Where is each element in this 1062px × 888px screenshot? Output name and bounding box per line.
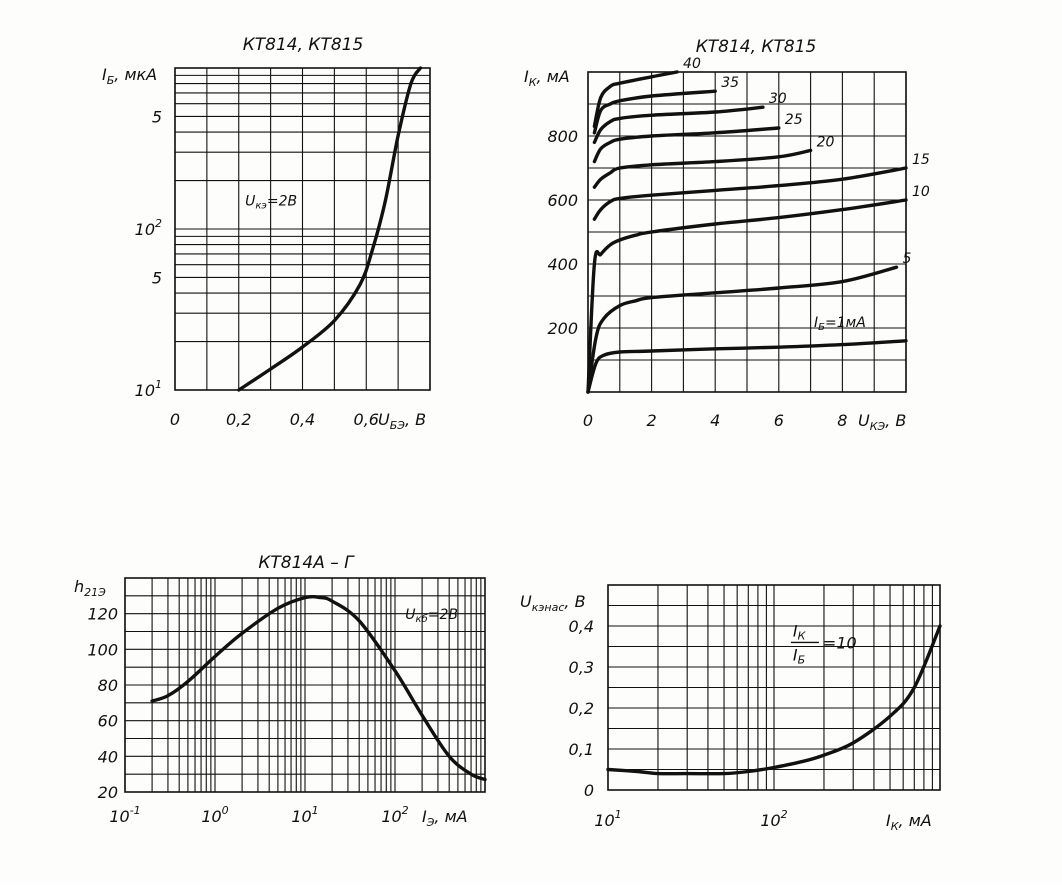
series-line: [237, 66, 423, 392]
y-tick-label: 40: [98, 747, 118, 766]
x-tick-label: 0,2: [226, 410, 251, 429]
y-tick-label: 0,4: [569, 617, 594, 636]
y-tick-label: 101: [135, 378, 162, 400]
series-label: 30: [769, 91, 787, 107]
grid: [174, 68, 431, 391]
series-label: 10: [912, 184, 930, 200]
series-label: 15: [912, 152, 930, 168]
x-tick-label: 101: [291, 804, 318, 826]
series-label: 5: [902, 251, 911, 267]
x-axis-label: UБЭ, В: [378, 410, 426, 432]
y-axis-label: h21Э: [74, 577, 106, 599]
x-tick-label: 2: [647, 411, 657, 430]
x-tick-label: 102: [381, 804, 408, 826]
chart-title: КТ814, КТ815: [243, 35, 364, 55]
y-tick-label: 5: [152, 268, 162, 287]
y-tick-label: 120: [87, 605, 118, 624]
series-label: IБ=1мА: [814, 315, 866, 333]
plot-frame: [607, 584, 941, 791]
y-tick-label: 0,1: [569, 740, 594, 759]
x-axis-label: IК, мА: [886, 811, 932, 833]
ratio-annotation: IК IБ =10: [790, 621, 857, 666]
y-tick-label: 5: [152, 107, 162, 126]
y-tick-label: 100: [87, 640, 118, 659]
chart-title: КТ814, КТ815: [696, 37, 817, 57]
y-tick-label: 0: [584, 781, 594, 800]
y-axis-label: IБ, мкА: [102, 65, 157, 87]
y-tick-label: 20: [98, 783, 118, 802]
y-axis-label: Uкэнас, В: [520, 592, 586, 614]
y-tick-label: 200: [547, 319, 578, 338]
series-label: 25: [785, 112, 803, 128]
x-tick-label: 0,6: [354, 410, 379, 429]
series-line: [150, 594, 487, 782]
x-tick-label: 0: [583, 411, 593, 430]
x-tick-label: 6: [774, 411, 784, 430]
ratio-denominator: IБ: [793, 645, 805, 666]
chart-h21e_vs_ie: КТ814А – Г h21Э 10-1 100 101 102 IЭ, мА 20 40 60 8…: [74, 553, 487, 829]
chart-ic_vs_uce: КТ814, КТ815 IК, мА 0 2 4 6 8 UКЭ, В 200 400 600 80…: [524, 37, 930, 433]
y-tick-label: 600: [547, 191, 578, 210]
y-tick-label: 800: [547, 127, 578, 146]
series-line-25: [592, 126, 781, 164]
x-tick-label: 4: [710, 411, 720, 430]
ratio-value: =10: [823, 633, 857, 652]
y-axis-label: IК, мА: [524, 67, 570, 89]
series-line-5: [586, 265, 899, 394]
series-line-20: [592, 148, 813, 189]
x-tick-label: 0: [170, 410, 180, 429]
x-tick-label: 100: [201, 804, 228, 826]
condition-annotation: Uкэ=2В: [245, 193, 297, 211]
y-tick-label: 0,2: [569, 699, 594, 718]
y-tick-label: 60: [98, 712, 118, 731]
series-line-10: [586, 198, 908, 394]
series-line-40: [592, 70, 679, 129]
grid: [607, 584, 940, 791]
x-tick-label: 102: [760, 808, 787, 830]
x-tick-label: 0,4: [290, 410, 315, 429]
series-label: 35: [721, 75, 739, 91]
series-line-IБ1мА: [586, 339, 908, 394]
series-line-35: [592, 89, 717, 135]
y-tick-label: 400: [547, 255, 578, 274]
chart-ib_vs_ube: КТ814, КТ815 IБ, мкА 0 0,2 0,4 0,6 UБЭ, В 101 5 1…: [102, 35, 431, 432]
x-axis-label: IЭ, мА: [422, 807, 468, 829]
chart-title: КТ814А – Г: [258, 553, 355, 573]
x-tick-label: 101: [594, 808, 621, 830]
series-line: [606, 624, 942, 776]
chart-ucesat_vs_ic: Uкэнас, В 101 102 IК, мА 0 0,1 0,2 0,3 0,4 IК IБ =1…: [520, 584, 942, 833]
condition-annotation: Uкб=2В: [405, 607, 458, 625]
ratio-numerator: IК: [793, 621, 807, 642]
series-line-30: [592, 105, 765, 145]
x-axis-label: UКЭ, В: [858, 411, 906, 433]
series-label: 40: [683, 56, 701, 72]
plot-frame: [587, 71, 907, 393]
y-tick-label: 102: [135, 217, 162, 239]
y-tick-label: 0,3: [569, 658, 594, 677]
plot-frame: [124, 577, 486, 793]
plot-frame: [174, 67, 431, 391]
x-tick-label: 10-1: [109, 804, 140, 826]
y-tick-label: 80: [98, 676, 118, 695]
series-label: 20: [817, 134, 835, 150]
x-tick-label: 8: [837, 411, 847, 430]
series-line-15: [592, 166, 908, 221]
